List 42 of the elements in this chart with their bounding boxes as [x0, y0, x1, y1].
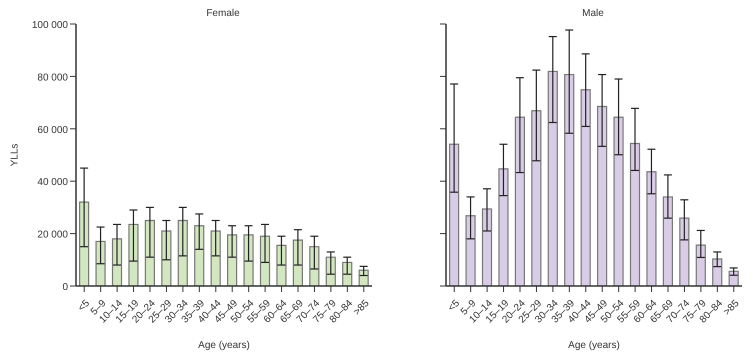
bar — [597, 106, 608, 286]
y-axis-title: YLLs — [10, 144, 21, 166]
chart-title: Male — [581, 8, 605, 19]
bar — [194, 225, 204, 286]
bar — [514, 116, 525, 286]
y-tick-label: 40 000 — [37, 177, 68, 188]
bar — [662, 196, 673, 286]
bar — [465, 215, 476, 286]
y-tick-label: 20 000 — [37, 230, 68, 241]
x-axis-title: Age (years) — [568, 340, 620, 351]
bar — [564, 74, 574, 286]
y-tick-label: 80 000 — [37, 72, 68, 84]
bar — [580, 89, 591, 286]
bar — [498, 168, 509, 286]
bar — [531, 110, 542, 286]
bar — [112, 238, 122, 286]
bar — [95, 240, 106, 286]
x-tick-label: >85 — [352, 298, 372, 318]
bar — [712, 258, 722, 286]
bar — [144, 220, 155, 286]
bar — [260, 236, 270, 286]
bar — [243, 234, 254, 286]
chart-title: Female — [205, 8, 241, 19]
bar — [613, 116, 624, 286]
y-tick-label: 60 000 — [37, 124, 68, 136]
x-axis-title: Age (years) — [198, 340, 250, 351]
y-tick-label: 100 000 — [32, 20, 68, 31]
bar — [210, 230, 221, 286]
bar — [646, 171, 657, 286]
bar — [696, 244, 706, 286]
bar — [128, 224, 139, 286]
bar — [679, 218, 690, 286]
bar — [548, 70, 558, 286]
bar — [292, 240, 303, 286]
x-tick-label: >85 — [722, 298, 742, 318]
bar — [449, 144, 460, 286]
bar — [630, 142, 640, 286]
bar — [79, 202, 90, 286]
bar — [227, 234, 238, 286]
bar — [482, 208, 492, 286]
bar — [276, 244, 287, 286]
y-tick-label: 0 — [62, 282, 68, 293]
